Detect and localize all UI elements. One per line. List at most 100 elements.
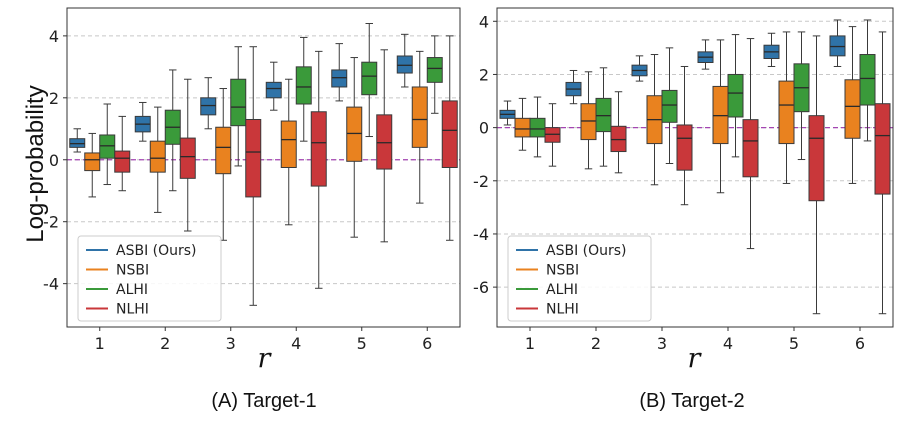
box-iqr [661,89,678,123]
box-nsbi-r2 [580,71,597,170]
box-iqr [808,115,825,202]
y-tick-label: 4 [49,27,59,46]
x-tick-label: 4 [723,334,733,353]
box-asbi-ours--r5 [763,32,780,67]
legend-entry: NSBI [116,263,149,279]
box-nlhi-r2 [610,91,627,174]
box-iqr [396,55,413,74]
box-alhi-r6 [426,35,443,114]
box-iqr [844,79,861,139]
y-tick-label: -4 [43,275,59,294]
box-alhi-r4 [727,34,744,158]
box-iqr [230,78,247,127]
box-iqr [829,35,846,57]
x-tick-label: 6 [855,334,865,353]
box-iqr [114,150,131,173]
legend-entry: NSBI [546,263,579,279]
legend-entry: NLHI [116,302,149,318]
y-tick-label: 2 [479,65,489,84]
box-iqr [215,126,232,175]
box-iqr [331,69,348,88]
box-iqr [411,86,428,148]
box-alhi-r1 [529,96,546,158]
box-iqr [580,103,597,141]
box-asbi-ours--r1 [69,128,86,153]
box-nlhi-r1 [544,103,561,167]
x-tick-label: 1 [95,334,105,353]
box-nlhi-r1 [114,115,131,192]
box-nlhi-r5 [808,35,825,315]
panel-caption: (A) Target-1 [211,390,316,412]
x-tick-label: 5 [357,334,367,353]
y-tick-label: -2 [43,213,59,232]
box-nsbi-r3 [215,88,232,241]
box-iqr [544,127,561,143]
box-alhi-r4 [295,36,312,142]
y-tick-label: -2 [473,172,489,191]
box-iqr [742,119,759,178]
box-iqr [712,85,729,145]
box-iqr [280,120,297,168]
box-nlhi-r6 [441,35,458,241]
box-nlhi-r4 [310,50,327,289]
box-asbi-ours--r1 [499,100,516,126]
box-asbi-ours--r4 [265,61,282,111]
box-iqr [595,97,612,133]
box-nsbi-r1 [514,97,531,151]
box-nlhi-r6 [874,31,891,315]
legend-entry: ALHI [116,282,148,298]
box-alhi-r5 [793,31,810,161]
box-iqr [426,57,443,83]
box-iqr [441,100,458,168]
box-iqr [346,106,363,162]
x-axis-label: r [258,343,273,374]
panel-1: 4 2 0 -2 -4 1 2 3 4 5 6 r (A) Target-1 ASBI (Ours) NSB… [43,7,461,412]
box-nsbi-r4 [712,39,729,194]
box-alhi-r3 [230,46,247,167]
box-iqr [99,134,116,159]
x-tick-label: 3 [657,334,667,353]
panel-caption: (B) Target-2 [639,390,744,412]
x-tick-label: 6 [422,334,432,353]
plot-frame [66,7,461,328]
box-nlhi-r3 [676,65,693,206]
y-tick-label: 4 [479,12,489,31]
panel-2: 4 2 0 -2 -4 -6 1 2 3 4 5 6 r (B) Target-2 ASBI (Ours) N… [473,7,894,412]
box-nlhi-r3 [245,46,262,306]
box-alhi-r1 [99,103,116,186]
legend-entry: ASBI (Ours) [546,243,627,259]
box-nsbi-r1 [84,132,101,198]
box-iqr [84,152,101,172]
box-asbi-ours--r4 [697,39,714,70]
box-iqr [179,137,196,179]
y-tick-label: -6 [473,278,489,297]
box-iqr [295,66,312,105]
x-tick-label: 2 [591,334,601,353]
box-asbi-ours--r6 [829,19,846,67]
box-alhi-r6 [859,19,876,142]
legend-entry: ASBI (Ours) [116,243,197,259]
box-iqr [529,117,546,138]
x-tick-label: 2 [160,334,170,353]
box-iqr [778,80,795,145]
box-nsbi-r5 [778,31,795,184]
y-axis-label: Log-probability [22,85,49,242]
box-iqr [859,54,876,106]
box-asbi-ours--r6 [396,33,413,88]
box-iqr [265,81,282,99]
box-nsbi-r4 [280,78,297,226]
legend-box [77,235,222,322]
box-asbi-ours--r2 [134,101,151,142]
y-tick-label: 2 [49,89,59,108]
box-iqr [676,124,693,171]
legend-entry: ALHI [546,282,578,298]
plot-frame [496,7,894,328]
box-alhi-r2 [595,67,612,167]
box-iqr [376,114,393,170]
box-asbi-ours--r3 [200,77,217,130]
box-asbi-ours--r2 [565,69,582,105]
box-iqr [514,117,531,138]
legend-box [507,235,652,322]
box-iqr [245,118,262,198]
